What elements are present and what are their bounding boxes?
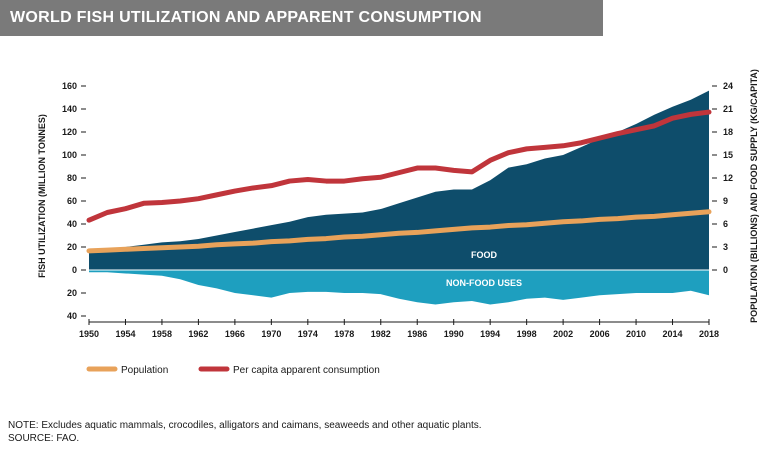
x-tick-label: 1998	[517, 329, 537, 339]
left-tick-label: 20	[67, 288, 77, 298]
x-axis-ticks: 1950 1954 1958 1962 1966 1970 1974 1978 1982 1986…	[79, 319, 719, 339]
food-area-label: FOOD	[471, 250, 497, 260]
right-tick-label: 15	[723, 150, 733, 160]
left-tick-label: 100	[62, 150, 77, 160]
source-text: SOURCE: FAO.	[8, 433, 80, 444]
population-line	[86, 209, 712, 254]
left-tick-label: 40	[67, 311, 77, 321]
right-tick-label: 12	[723, 173, 733, 183]
per-capita-line	[86, 109, 712, 223]
x-tick-label: 2010	[626, 329, 646, 339]
x-tick-label: 2002	[553, 329, 573, 339]
x-tick-label: 1958	[152, 329, 172, 339]
nonfood-area	[89, 270, 709, 305]
left-axis-ticks: 160 140 120 100 80 60 40 20 0 20 40	[62, 81, 86, 321]
x-tick-label: 1974	[298, 329, 318, 339]
title-bar: WORLD FISH UTILIZATION AND APPARENT CONS…	[0, 0, 603, 36]
left-tick-label: 20	[67, 242, 77, 252]
right-axis-title: POPULATION (BILLIONS) AND FOOD SUPPLY (K…	[749, 69, 759, 323]
x-tick-label: 1994	[480, 329, 500, 339]
x-tick-label: 1990	[444, 329, 464, 339]
right-tick-label: 3	[723, 242, 728, 252]
legend-per-capita-label: Per capita apparent consumption	[233, 365, 380, 376]
footnote: NOTE: Excludes aquatic mammals, crocodil…	[8, 419, 482, 445]
food-area	[89, 90, 709, 270]
right-tick-label: 9	[723, 196, 728, 206]
x-tick-label: 1970	[261, 329, 281, 339]
left-tick-label: 160	[62, 81, 77, 91]
right-axis-ticks: 24 21 18 15 12 9 6 3 0	[712, 81, 733, 275]
right-tick-label: 21	[723, 104, 733, 114]
x-tick-label: 2018	[699, 329, 719, 339]
left-tick-label: 60	[67, 196, 77, 206]
x-tick-label: 1982	[371, 329, 391, 339]
x-tick-label: 1966	[225, 329, 245, 339]
x-tick-label: 2014	[663, 329, 683, 339]
chart-title: WORLD FISH UTILIZATION AND APPARENT CONS…	[10, 9, 482, 26]
left-axis-title: FISH UTILIZATION (MILLION TONNES)	[37, 114, 47, 278]
note-text: NOTE: Excludes aquatic mammals, crocodil…	[8, 420, 482, 431]
x-tick-label: 1950	[79, 329, 99, 339]
left-tick-label: 40	[67, 219, 77, 229]
legend: Population Per capita apparent consumpti…	[86, 365, 380, 376]
right-tick-label: 18	[723, 127, 733, 137]
nonfood-area-label: NON-FOOD USES	[446, 278, 522, 288]
x-tick-label: 1962	[188, 329, 208, 339]
right-tick-label: 24	[723, 81, 733, 91]
right-tick-label: 0	[723, 265, 728, 275]
left-tick-label: 120	[62, 127, 77, 137]
legend-population-label: Population	[121, 365, 168, 376]
right-tick-label: 6	[723, 219, 728, 229]
x-tick-label: 1978	[334, 329, 354, 339]
left-tick-label: 80	[67, 173, 77, 183]
x-tick-label: 1986	[407, 329, 427, 339]
x-tick-label: 2006	[590, 329, 610, 339]
left-tick-label: 140	[62, 104, 77, 114]
x-tick-label: 1954	[115, 329, 135, 339]
left-tick-label: 0	[72, 265, 77, 275]
